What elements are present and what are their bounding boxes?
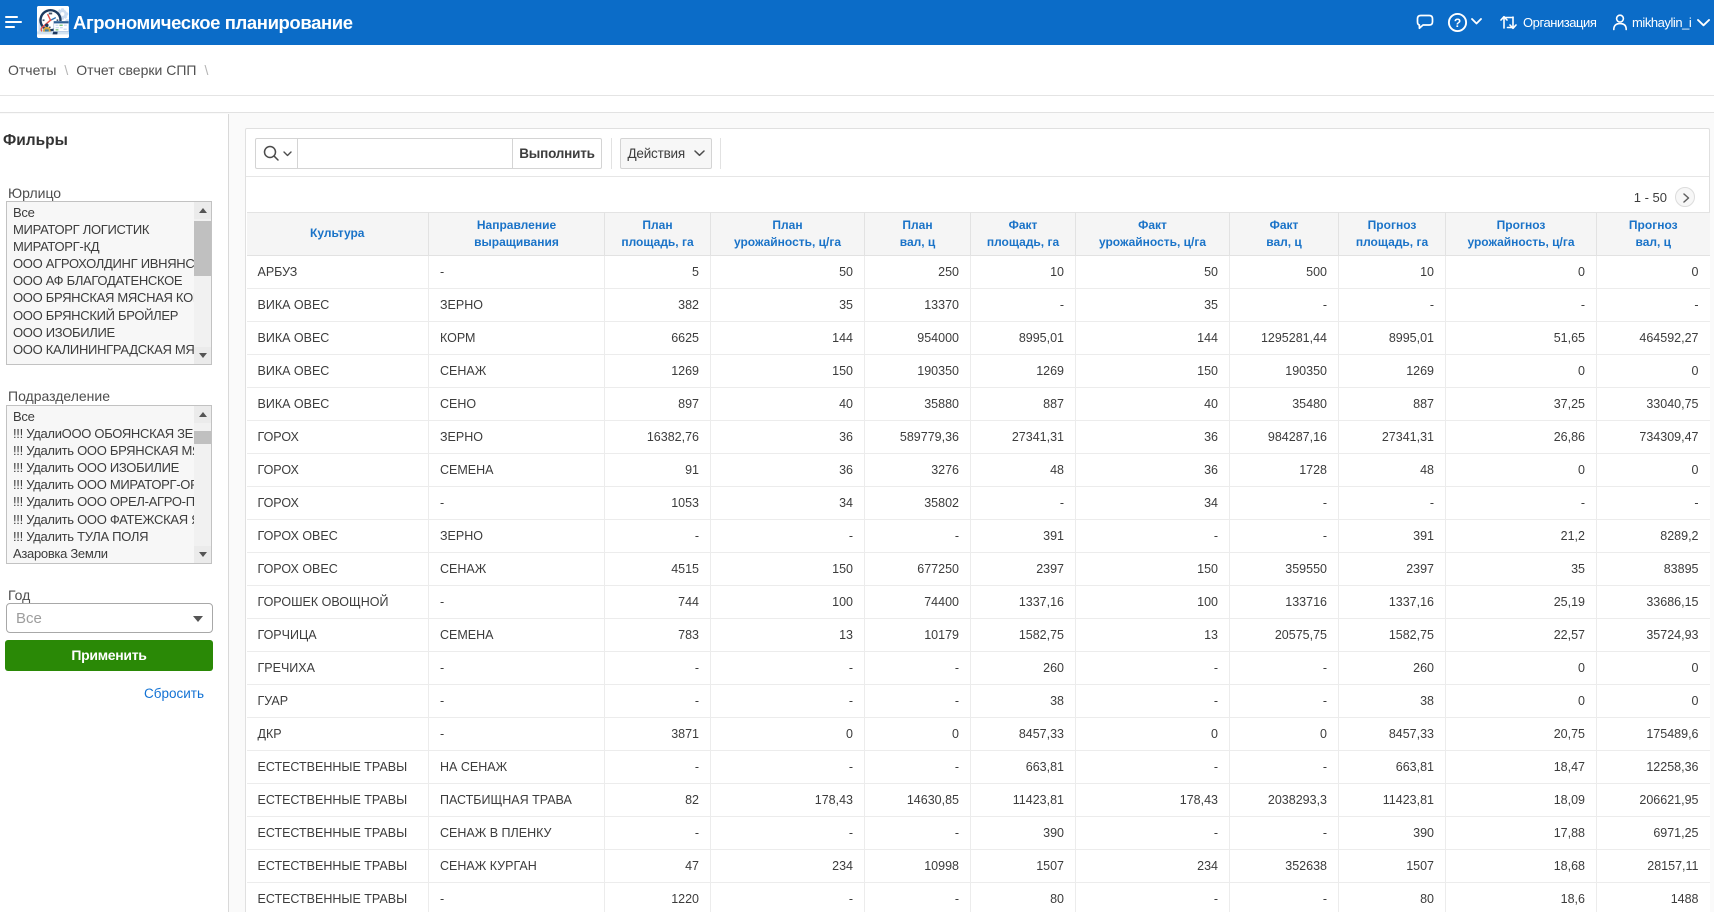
svg-text:?: ? [1454,16,1461,30]
